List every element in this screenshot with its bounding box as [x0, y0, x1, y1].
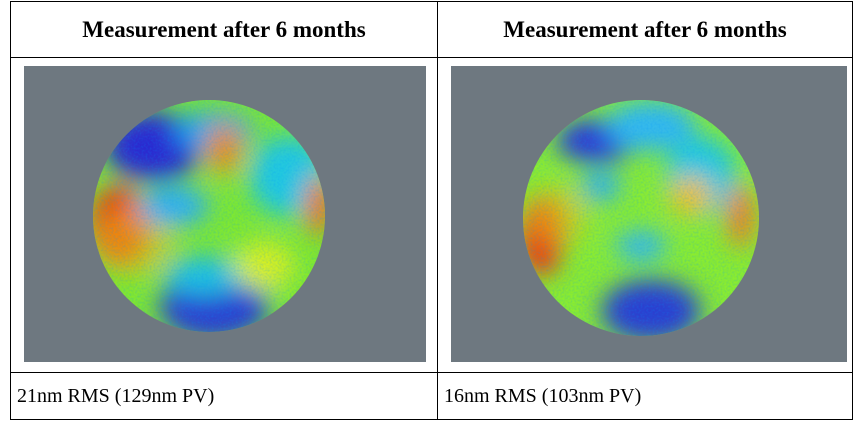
surface-map-image [24, 66, 426, 362]
surface-map-image [451, 66, 847, 362]
table-border [852, 1, 853, 420]
table-border [437, 1, 438, 420]
table-border [10, 419, 853, 420]
header-cell: Measurement after 6 months [503, 17, 787, 42]
table-border [10, 57, 853, 58]
table-border [10, 372, 853, 373]
table-border [10, 1, 11, 420]
body-cell: 16nm RMS (103nm PV) [444, 385, 642, 407]
header-cell: Measurement after 6 months [82, 17, 366, 42]
body-cell: 21nm RMS (129nm PV) [17, 385, 215, 407]
table-border [10, 1, 853, 2]
